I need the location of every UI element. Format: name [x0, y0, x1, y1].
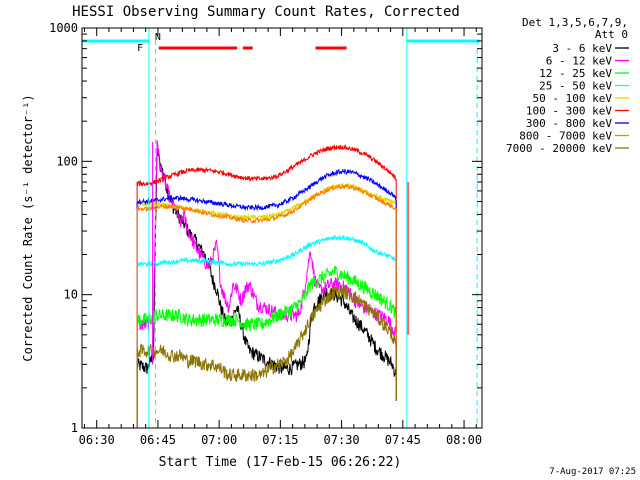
x-axis-label: Start Time (17-Feb-15 06:26:22)	[159, 455, 402, 470]
flag-label-flare: F	[137, 43, 143, 54]
flag-label-night: N	[155, 32, 161, 43]
legend-entry-label: 7000 - 20000 keV	[506, 142, 612, 155]
y-axis: 1 10 100 1000	[49, 21, 482, 435]
legend-entry-label: 50 - 100 keV	[533, 92, 613, 105]
y-tick-label: 10	[64, 288, 78, 302]
x-tick-label: 06:30	[79, 433, 115, 447]
x-tick-label: 07:45	[385, 433, 421, 447]
legend-entry-label: 100 - 300 keV	[526, 105, 612, 118]
legend-header-line-1: Det 1,3,5,6,7,9,	[522, 16, 628, 29]
series-line-5	[136, 144, 397, 428]
series-line-3	[136, 234, 397, 428]
footer-timestamp: 7-Aug-2017 07:25	[549, 467, 636, 477]
plot-frame	[81, 27, 483, 429]
x-tick-label: 07:15	[262, 433, 298, 447]
x-tick-label: 07:30	[324, 433, 360, 447]
y-axis-label: Corrected Count Rate (s⁻¹ detector⁻¹)	[21, 94, 35, 361]
legend-entry-label: 800 - 7000 keV	[519, 130, 612, 143]
chart-title: HESSI Observing Summary Count Rates, Cor…	[72, 4, 460, 20]
series-line-7	[136, 183, 397, 428]
legend-entry-label: 300 - 800 keV	[526, 117, 612, 130]
legend-entry-label: 6 - 12 keV	[546, 55, 613, 68]
series-layer	[136, 139, 397, 428]
legend-entry-label: 12 - 25 keV	[539, 67, 612, 80]
x-tick-label: 06:45	[140, 433, 176, 447]
series-line-6	[136, 168, 397, 428]
x-axis: 06:30 06:45 07:00 07:15 07:30 07:45 08:00	[79, 28, 482, 447]
x-tick-label: 07:00	[201, 433, 237, 447]
x-tick-label: 08:00	[446, 433, 482, 447]
series-line-2	[136, 265, 397, 428]
series-line-0	[136, 141, 397, 428]
y-tick-label: 100	[56, 154, 78, 168]
legend-entry-label: 3 - 6 keV	[552, 42, 612, 55]
legend-entry-label: 25 - 50 keV	[539, 80, 612, 93]
series-line-8	[136, 284, 397, 428]
annotation-layer: FN	[82, 28, 480, 428]
y-tick-label: 1	[71, 421, 78, 435]
legend-header-line-2: Att 0	[595, 28, 628, 41]
series-line-1	[136, 139, 397, 428]
y-tick-label: 1000	[49, 21, 78, 35]
